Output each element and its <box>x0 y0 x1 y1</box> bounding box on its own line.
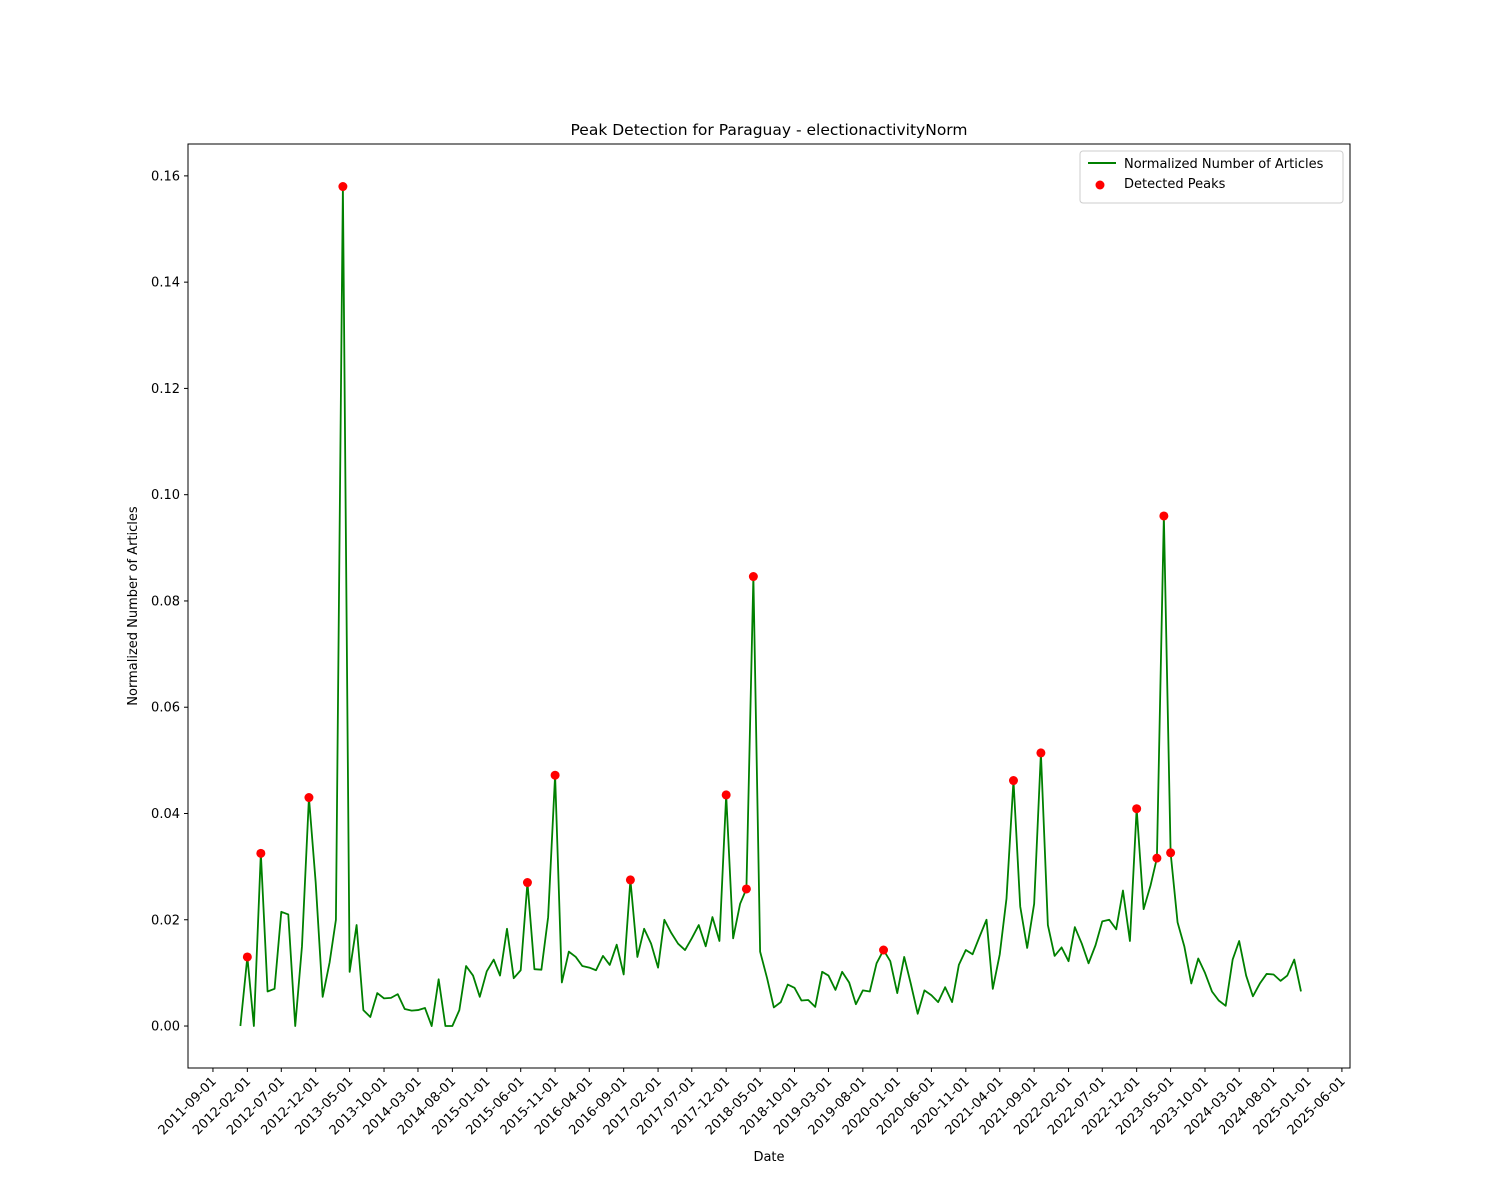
y-tick-label: 0.06 <box>151 701 180 716</box>
peak-marker <box>338 182 348 192</box>
y-tick-label: 0.02 <box>151 913 180 928</box>
peak-marker <box>1159 511 1169 521</box>
y-tick-label: 0.10 <box>151 488 180 503</box>
peak-marker <box>550 770 560 780</box>
y-tick-label: 0.08 <box>151 594 180 609</box>
peak-marker <box>1152 853 1162 863</box>
peak-marker <box>1132 804 1142 814</box>
y-tick-label: 0.04 <box>151 807 180 822</box>
peak-marker <box>256 848 266 858</box>
legend-label: Normalized Number of Articles <box>1124 157 1324 172</box>
peak-marker <box>304 793 314 803</box>
y-tick-label: 0.16 <box>151 169 180 184</box>
y-axis-label: Normalized Number of Articles <box>126 506 141 706</box>
y-tick-label: 0.14 <box>151 276 180 291</box>
x-axis-label: Date <box>753 1150 784 1165</box>
peak-marker <box>879 945 889 955</box>
y-tick-label: 0.00 <box>151 1020 180 1035</box>
chart-title: Peak Detection for Paraguay - electionac… <box>571 121 968 139</box>
peak-marker <box>625 875 635 885</box>
peak-marker <box>741 884 751 894</box>
legend-label: Detected Peaks <box>1124 177 1226 192</box>
peak-marker <box>1008 776 1018 786</box>
data-line <box>239 185 1302 1027</box>
peak-marker <box>721 790 731 800</box>
peak-marker <box>242 952 252 962</box>
y-tick-label: 0.12 <box>151 382 180 397</box>
plot-frame <box>187 143 1351 1069</box>
legend-box <box>1079 150 1344 204</box>
peak-marker <box>1036 748 1046 758</box>
legend-swatch <box>1095 180 1105 190</box>
peak-marker <box>748 572 758 582</box>
peak-marker <box>1166 848 1176 858</box>
peak-marker <box>522 878 532 888</box>
